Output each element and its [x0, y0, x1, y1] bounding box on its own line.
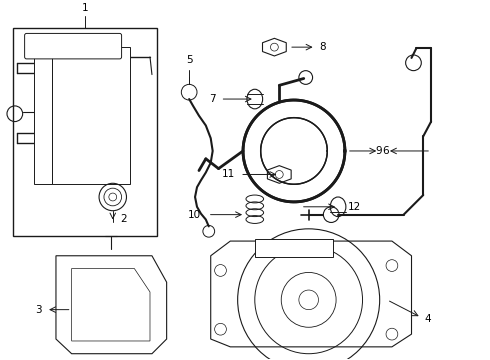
Text: 5: 5	[186, 55, 193, 65]
Text: 12: 12	[348, 202, 361, 212]
Text: 9: 9	[375, 146, 382, 156]
FancyBboxPatch shape	[24, 33, 122, 59]
Text: 6: 6	[382, 146, 389, 156]
Text: 2: 2	[121, 213, 127, 224]
Text: 3: 3	[36, 305, 42, 315]
Text: 11: 11	[222, 170, 235, 180]
Bar	[255, 239, 333, 257]
Text: 8: 8	[319, 42, 326, 52]
Bar	[34, 47, 52, 184]
Bar	[13, 28, 157, 236]
Text: 1: 1	[82, 3, 89, 13]
Bar	[52, 47, 130, 184]
Text: 4: 4	[424, 314, 431, 324]
Text: 7: 7	[209, 94, 216, 104]
Text: 10: 10	[188, 210, 201, 220]
